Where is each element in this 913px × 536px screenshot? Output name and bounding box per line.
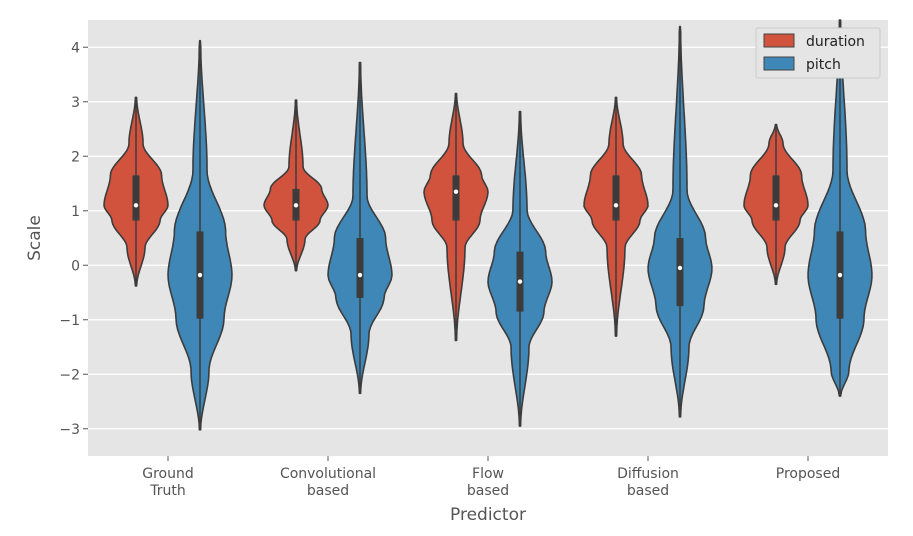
x-tick-label: based (627, 483, 669, 499)
x-tick-label: Diffusion (617, 466, 679, 482)
y-tick-label: −1 (59, 313, 80, 329)
x-tick-label: Proposed (776, 466, 840, 482)
x-tick-label: Ground (142, 466, 194, 482)
y-tick-label: −2 (59, 367, 80, 383)
legend-label-duration: duration (806, 34, 865, 50)
legend-label-pitch: pitch (806, 57, 841, 73)
iqr-box-pitch (356, 238, 364, 298)
y-tick-label: 4 (71, 40, 80, 56)
legend-swatch-pitch (763, 56, 795, 71)
y-tick-label: 3 (71, 95, 80, 111)
y-tick-label: 1 (71, 204, 80, 220)
y-axis-ticks: 4 3 2 1 0 −1 −2 −3 (59, 40, 88, 438)
iqr-box-duration (612, 175, 620, 221)
iqr-box-duration (452, 175, 460, 221)
x-axis-ticks: GroundTruthConvolutionalbasedFlowbasedDi… (142, 456, 840, 499)
legend: duration pitch (755, 27, 881, 79)
y-tick-label: 2 (71, 149, 80, 165)
x-tick-label: Truth (149, 483, 186, 499)
median-point-pitch (677, 265, 683, 271)
iqr-box-pitch (676, 238, 684, 307)
median-point-duration (133, 203, 139, 208)
y-axis-label: Scale (25, 215, 45, 261)
x-tick-label: Convolutional (280, 466, 376, 482)
legend-swatch-duration (763, 33, 795, 48)
x-axis-label: Predictor (450, 505, 526, 525)
y-tick-label: 0 (71, 258, 80, 274)
median-point-duration (453, 189, 459, 194)
x-tick-label: based (467, 483, 509, 499)
median-point-duration (613, 203, 619, 208)
median-point-pitch (517, 279, 523, 284)
median-point-duration (773, 203, 779, 208)
median-point-pitch (837, 272, 843, 278)
y-tick-label: −3 (59, 422, 80, 438)
median-point-duration (293, 203, 299, 208)
iqr-box-duration (772, 175, 780, 221)
x-tick-label: based (307, 483, 349, 499)
x-tick-label: Flow (472, 466, 504, 482)
median-point-pitch (197, 272, 203, 278)
violins (103, 19, 873, 431)
iqr-box-duration (132, 175, 140, 221)
median-point-pitch (357, 272, 363, 278)
